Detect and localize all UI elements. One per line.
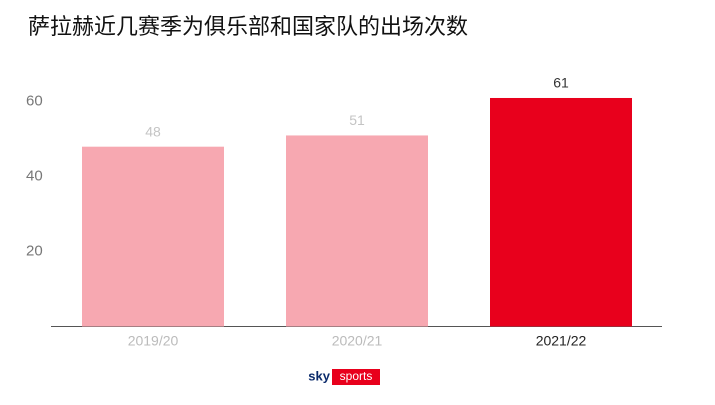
value-label: 61 <box>553 75 569 91</box>
y-tick-label: 60 <box>26 93 43 110</box>
x-tick-label: 2021/22 <box>536 333 587 349</box>
bar <box>286 135 428 327</box>
value-label: 51 <box>349 112 365 128</box>
chart-title: 萨拉赫近几赛季为俱乐部和国家队的出场次数 <box>28 14 468 39</box>
value-label: 48 <box>145 123 161 139</box>
x-tick-label: 2020/21 <box>332 333 383 349</box>
bar <box>490 97 632 327</box>
logo-box <box>332 369 380 385</box>
y-tick-label: 20 <box>26 243 43 260</box>
logo-text: sports <box>340 369 373 383</box>
x-tick-label: 2019/20 <box>128 333 179 349</box>
y-tick-label: 40 <box>26 168 43 185</box>
logo: sky sports <box>308 368 380 385</box>
bar <box>82 146 224 327</box>
logo-text: sky <box>308 368 330 383</box>
